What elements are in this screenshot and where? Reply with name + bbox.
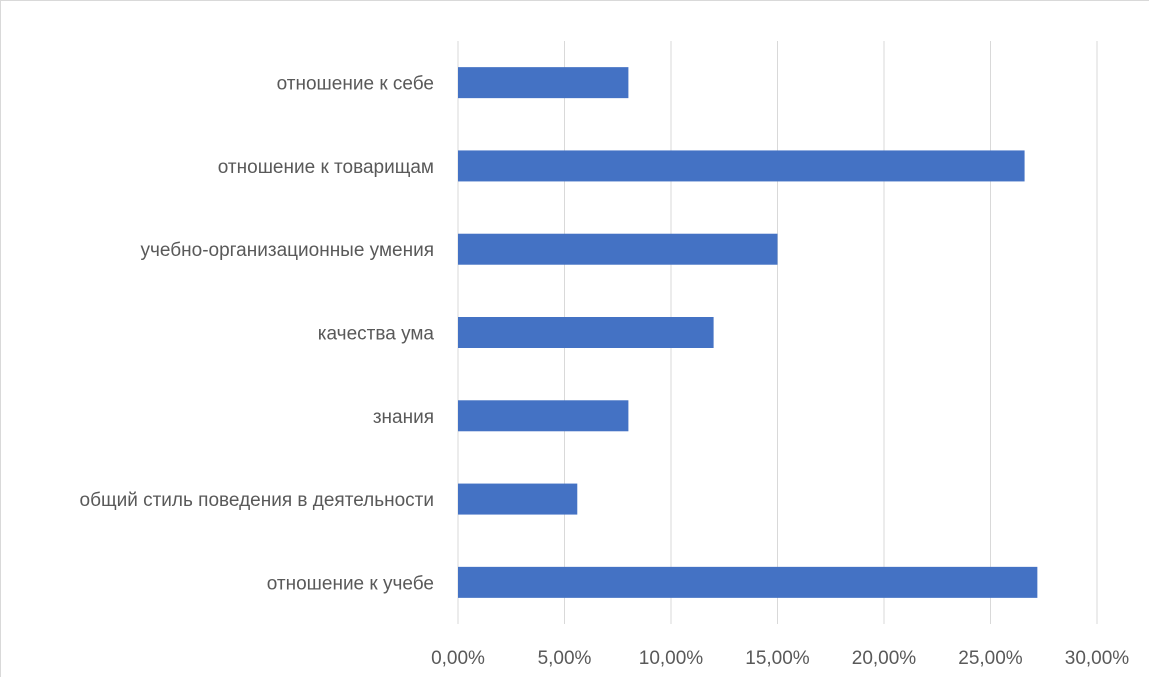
x-tick-label: 5,00%: [538, 648, 592, 669]
category-label: учебно-организационные умения: [141, 240, 434, 261]
bar: [458, 67, 629, 99]
bar: [458, 233, 778, 265]
x-tick-label: 30,00%: [1065, 648, 1130, 669]
category-label: отношение к товарищам: [218, 157, 434, 178]
x-tick-label: 10,00%: [639, 648, 704, 669]
x-tick-label: 0,00%: [431, 648, 485, 669]
category-label: общий стиль поведения в деятельности: [80, 490, 434, 511]
x-tick-label: 20,00%: [852, 648, 917, 669]
bar: [458, 483, 578, 515]
bar: [458, 400, 629, 432]
category-label: знания: [373, 407, 434, 428]
category-label: отношение к учебе: [267, 573, 434, 594]
category-label: качества ума: [318, 324, 435, 345]
bar: [458, 317, 714, 348]
category-labels: отношение к себе отношение к товарищам уче…: [80, 74, 435, 595]
bars: [458, 67, 1038, 598]
bar: [458, 150, 1025, 182]
x-tick-label: 25,00%: [958, 648, 1023, 669]
x-tick-label: 15,00%: [745, 648, 810, 669]
x-tick-labels: 0,00% 5,00% 10,00% 15,00% 20,00% 25,00% 30,00%: [431, 648, 1129, 669]
bar: [458, 566, 1038, 598]
category-label: отношение к себе: [277, 74, 434, 95]
